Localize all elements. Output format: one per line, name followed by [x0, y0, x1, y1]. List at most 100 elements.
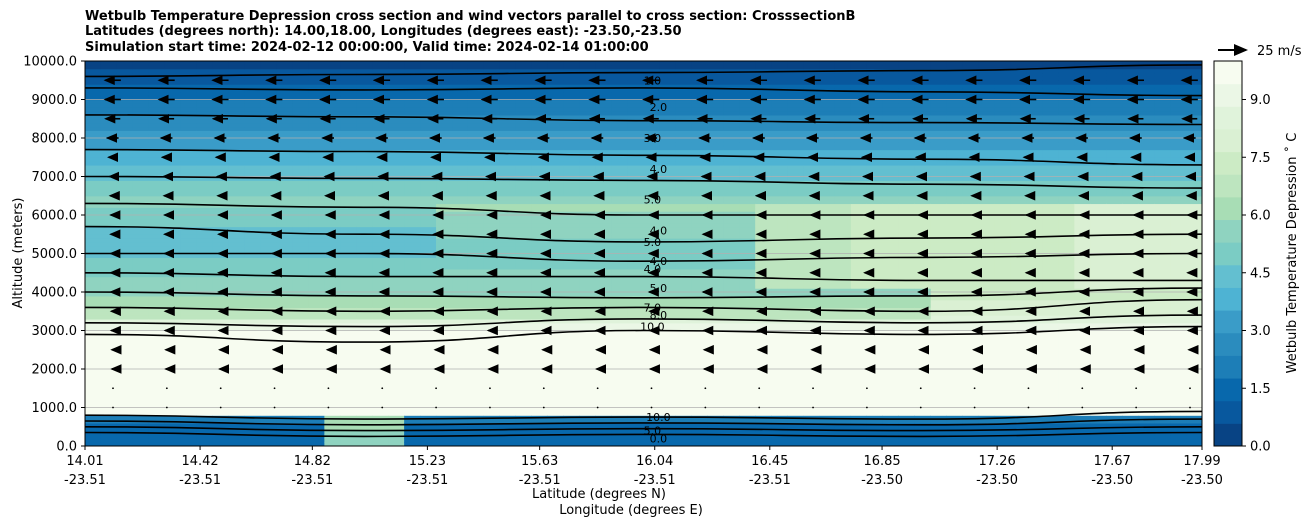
field-cell	[388, 399, 405, 405]
field-cell	[834, 72, 852, 77]
field-cell	[116, 361, 134, 366]
field-cell	[563, 322, 581, 328]
field-cell	[499, 388, 517, 393]
field-cell	[180, 203, 198, 208]
field-cell	[132, 376, 150, 382]
field-cell	[228, 442, 246, 446]
field-cell	[611, 288, 629, 293]
field-cell	[196, 61, 214, 66]
field-cell	[132, 442, 150, 446]
field-cell	[515, 161, 533, 166]
field-cell	[148, 149, 166, 154]
field-cell	[739, 253, 756, 258]
field-cell	[452, 141, 469, 147]
field-cell	[515, 365, 533, 370]
field-cell	[771, 395, 788, 401]
field-cell	[787, 380, 804, 385]
field-cell	[707, 276, 724, 282]
field-cell	[819, 161, 836, 166]
field-cell	[148, 238, 166, 243]
field-cell	[771, 218, 788, 224]
field-cell	[164, 87, 182, 93]
field-cell	[819, 426, 836, 432]
field-cell	[771, 249, 788, 255]
field-cell	[308, 249, 325, 255]
field-cell	[515, 245, 533, 251]
field-cell	[834, 288, 852, 293]
field-cell	[627, 361, 645, 366]
field-cell	[771, 91, 788, 97]
field-cell	[850, 353, 868, 359]
field-cell	[850, 318, 868, 324]
field-cell	[452, 122, 469, 128]
field-cell	[452, 157, 469, 162]
field-cell	[803, 168, 820, 174]
field-cell	[85, 288, 102, 293]
field-cell	[819, 84, 836, 89]
field-cell	[292, 180, 309, 185]
field-cell	[787, 114, 804, 120]
field-cell	[691, 180, 708, 185]
field-cell	[547, 64, 565, 70]
field-cell	[420, 172, 437, 178]
field-cell	[196, 111, 214, 116]
field-cell	[643, 207, 661, 212]
field-cell	[739, 145, 756, 151]
field-cell	[819, 234, 836, 239]
field-cell	[563, 230, 581, 235]
field-cell	[563, 419, 581, 424]
field-cell	[691, 326, 708, 332]
field-cell	[467, 161, 485, 166]
field-cell	[292, 372, 309, 378]
field-cell	[691, 111, 708, 116]
field-cell	[100, 399, 118, 405]
field-cell	[467, 195, 485, 201]
field-cell	[260, 130, 278, 135]
field-cell	[850, 64, 868, 70]
field-cell	[627, 138, 645, 143]
field-cell	[372, 330, 389, 335]
field-cell	[100, 353, 118, 359]
field-cell	[212, 434, 230, 439]
field-cell	[866, 299, 884, 305]
field-cell	[787, 161, 804, 166]
field-cell	[515, 334, 533, 339]
field-cell	[308, 357, 325, 362]
field-cell	[499, 372, 517, 378]
field-cell	[452, 276, 469, 282]
field-cell	[260, 195, 278, 201]
field-cell	[707, 138, 724, 143]
field-cell	[739, 95, 756, 101]
field-cell	[260, 253, 278, 258]
field-cell	[340, 345, 357, 351]
field-cell	[244, 138, 262, 143]
field-cell	[531, 61, 549, 66]
field-cell	[771, 380, 788, 385]
field-cell	[627, 330, 645, 335]
field-cell	[308, 230, 325, 235]
field-cell	[850, 222, 868, 228]
field-cell	[819, 238, 836, 243]
field-cell	[244, 95, 262, 101]
field-cell	[467, 164, 485, 170]
field-cell	[196, 114, 214, 120]
field-cell	[452, 211, 469, 216]
field-cell	[611, 141, 629, 147]
field-cell	[819, 118, 836, 124]
field-cell	[228, 315, 246, 320]
field-cell	[228, 288, 246, 293]
field-cell	[563, 403, 581, 409]
field-cell	[308, 330, 325, 335]
field-cell	[547, 392, 565, 397]
field-cell	[739, 103, 756, 108]
field-cell	[340, 438, 357, 443]
field-cell	[723, 399, 740, 405]
field-cell	[563, 338, 581, 343]
field-cell	[819, 164, 836, 170]
field-cell	[388, 141, 405, 147]
field-cell	[563, 353, 581, 359]
field-cell	[547, 172, 565, 178]
field-cell	[659, 172, 677, 178]
field-cell	[627, 207, 645, 212]
field-cell	[547, 157, 565, 162]
